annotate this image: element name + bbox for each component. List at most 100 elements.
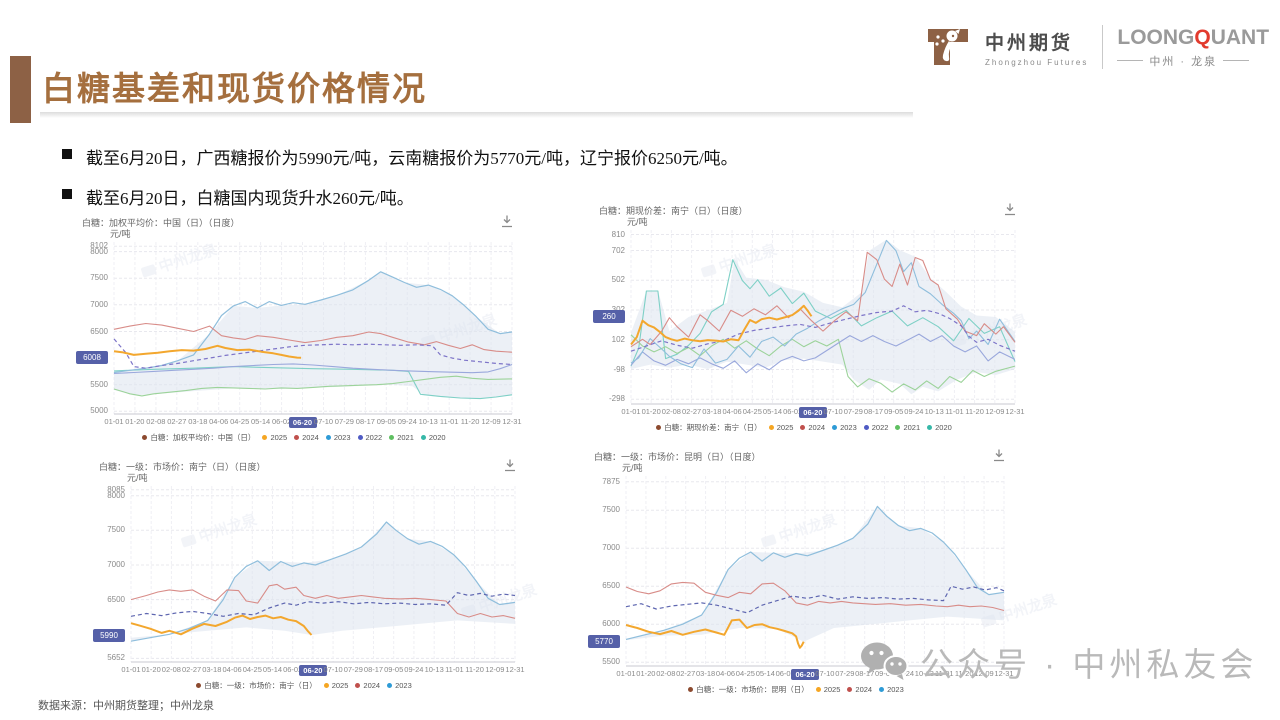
series-band <box>114 271 512 399</box>
series-line-2024 <box>625 581 1005 612</box>
legend-dot-icon <box>895 425 901 430</box>
chart-spot-price-nanning: 白糖：一级：市场价：南宁（日）（日度） 元/吨 8085 8000 7500 7000 65… <box>85 458 525 706</box>
y-axis-tick-label: 5000 <box>90 406 108 416</box>
legend-item: 2020 <box>420 433 446 442</box>
current-value-badge: 5990 <box>93 628 125 642</box>
y-axis-tick-label: 102 <box>611 334 625 344</box>
legend-item: 白糖：一级：市场价：昆明（日） <box>688 684 809 695</box>
logo-divider <box>1102 25 1104 69</box>
x-axis-tick-label: 08-17 <box>363 665 384 674</box>
wechat-icon <box>861 642 909 680</box>
y-axis-tick-label: 302 <box>585 305 625 314</box>
y-axis-tick-label: 702 <box>611 245 625 255</box>
legend-dot-icon <box>815 687 821 692</box>
legend-dot-icon <box>879 687 885 692</box>
legend-dot-icon <box>656 425 662 430</box>
x-axis-tick-label: 03-18 <box>702 407 722 416</box>
x-axis-tick-label: 07-29 <box>835 669 855 678</box>
title-accent-bar <box>10 56 31 123</box>
legend-item: 2021 <box>389 433 414 442</box>
chart-spot-price-kunming: 白糖：一级：市场价：昆明（日）（日度） 元/吨 7875 7500 7000 6500 60… <box>580 448 1014 710</box>
legend-item: 2024 <box>847 685 872 694</box>
legend-item: 2025 <box>815 685 840 694</box>
x-axis-tick-label: 11-20 <box>465 665 484 674</box>
x-axis-tick-label: 05-14 <box>755 669 775 678</box>
x-axis-tick-label: 03-18 <box>202 665 222 674</box>
series-line-2021 <box>113 375 513 397</box>
x-axis-tick-label: 01-20 <box>141 665 161 674</box>
download-icon[interactable] <box>1003 202 1019 218</box>
x-axis-tick-label: 06-20 <box>288 417 317 428</box>
x-axis-tick-label: 03-18 <box>696 669 716 678</box>
legend-item: 2023 <box>325 433 351 442</box>
legend-dot-icon <box>325 435 331 440</box>
series-line-2024 <box>113 322 513 353</box>
x-axis-tick-label: 04-06 <box>209 417 229 426</box>
x-axis-tick-label: 04-25 <box>230 417 250 426</box>
chart-unit-label: 元/吨 <box>627 217 648 227</box>
x-axis-tick-label: 01-20 <box>641 407 661 416</box>
x-axis-tick-label: 12-09 <box>974 669 994 678</box>
loongquant-q-letter: Q <box>1194 25 1211 49</box>
x-axis-tick-label: 06-02 <box>783 407 803 416</box>
y-axis-tick-label: 8085 <box>107 484 125 494</box>
legend-dot-icon <box>847 687 853 692</box>
x-axis-tick-label: 07-29 <box>843 407 863 416</box>
chart-legend: 白糖：一级：市场价：南宁（日） 2025 2024 2023 <box>85 680 523 691</box>
loongquant-subtitle: 中州 · 龙泉 <box>1117 53 1269 69</box>
x-axis-tick-label: 11-20 <box>460 417 480 426</box>
download-icon[interactable] <box>992 448 1008 464</box>
chart-legend: 白糖：一级：市场价：昆明（日） 2025 2024 2023 <box>580 684 1012 695</box>
legend-dot-icon <box>142 435 148 440</box>
bullet-text-1: 截至6月20日，广西糖报价为5990元/吨，云南糖报价为5770元/吨，辽宁报价… <box>86 149 738 168</box>
x-axis-tick-label: 04-06 <box>715 669 736 678</box>
chart-title: 白糖：一级：市场价：昆明（日）（日度） <box>594 452 761 462</box>
x-axis-tick-label: 09-05 <box>884 407 904 416</box>
download-icon[interactable] <box>500 214 516 230</box>
x-axis-tick-label: 02-08 <box>661 407 681 416</box>
x-axis-tick-label: 07-10 <box>823 407 843 416</box>
x-axis-tick-label: 11-01 <box>934 669 954 678</box>
x-axis-tick-label: 01-20 <box>636 669 656 678</box>
x-axis-tick-label: 07-29 <box>343 665 363 674</box>
series-line-2025 <box>130 614 313 636</box>
x-axis-tick-label: 12-09 <box>985 407 1005 416</box>
legend-item: 白糖：加权平均价：中国（日） <box>142 432 255 443</box>
x-axis-tick-label: 06-20 <box>298 665 327 676</box>
x-axis-tick-label: 02-08 <box>656 669 676 678</box>
download-icon[interactable] <box>503 458 519 474</box>
y-axis-tick-label: 502 <box>611 275 625 285</box>
legend-dot-icon <box>688 687 694 692</box>
bullet-square-icon <box>62 189 72 199</box>
legend-dot-icon <box>927 425 933 430</box>
x-axis-tick-label: 01-01 <box>121 665 141 674</box>
x-axis-tick-label: 05-14 <box>262 665 283 674</box>
x-axis-tick-label: 07-29 <box>334 417 354 426</box>
x-axis-tick-label: 10-13 <box>924 407 944 416</box>
x-axis-tick-label: 04-25 <box>242 665 262 674</box>
x-axis-tick-label: 06-20 <box>798 407 827 418</box>
x-axis-tick-label: 06-02 <box>283 665 303 674</box>
chart-unit-label: 元/吨 <box>110 229 131 239</box>
x-axis-tick-label: 09-05 <box>875 669 895 678</box>
x-axis-tick-label: 11-01 <box>445 665 464 674</box>
y-axis-tick-label: 8000 <box>90 246 108 256</box>
x-axis-tick-label: 11-01 <box>945 407 964 416</box>
legend-dot-icon <box>196 683 202 688</box>
y-axis-tick-label: 6500 <box>107 594 125 604</box>
y-axis-tick-label: 7000 <box>107 560 125 569</box>
x-axis-tick-label: 09-24 <box>404 665 424 674</box>
series-line-2022 <box>630 333 1016 374</box>
chart-weighted-avg-price-china: 白糖：加权平均价：中国（日）（日度） 元/吨 8102 8000 7500 7000 650… <box>68 214 522 458</box>
y-axis-tick-label: 7500 <box>90 273 108 283</box>
page-title: 白糖基差和现货价格情况 <box>42 70 427 107</box>
x-axis-tick-label: 08-17 <box>863 407 884 416</box>
zhongzhou-logo-text: 中州期货 Zhongzhou Futures <box>985 28 1088 67</box>
legend-dot-icon <box>863 425 869 430</box>
series-band <box>626 506 1004 642</box>
legend-item: 2024 <box>294 433 319 442</box>
legend-dot-icon <box>357 435 363 440</box>
legend-item: 2025 <box>323 681 348 690</box>
legend-dot-icon <box>262 435 268 440</box>
